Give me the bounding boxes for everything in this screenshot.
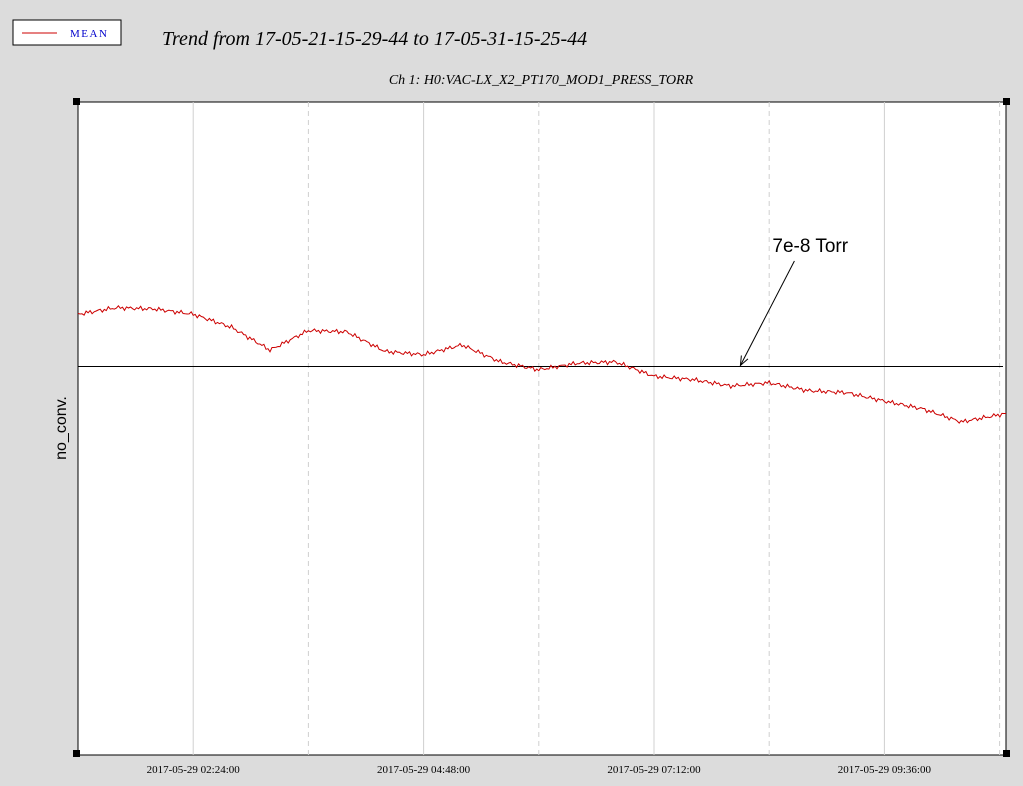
series-line-mean — [77, 305, 1006, 424]
legend-label: MEAN — [70, 28, 108, 40]
annotation-arrowhead — [739, 355, 749, 367]
chart-subtitle: Ch 1: H0:VAC-LX_X2_PT170_MOD1_PRESS_TORR — [389, 73, 694, 88]
corner-marker-bottom-left — [73, 750, 80, 757]
y-axis-label: no_conv. — [53, 396, 70, 460]
plot-area — [77, 101, 1007, 756]
x-tick-labels: 2017-05-29 02:24:00 2017-05-29 04:48:00 20… — [147, 764, 932, 776]
corner-marker-top-right — [1003, 98, 1010, 105]
x-tick-label: 2017-05-29 02:24:00 — [147, 764, 241, 776]
corner-marker-top-left — [73, 98, 80, 105]
annotation-label: 7e-8 Torr — [772, 236, 848, 257]
series-group — [77, 305, 1006, 424]
annotation-arrow — [739, 260, 795, 366]
annotation-group: 7e-8 Torr — [739, 236, 849, 367]
x-tick-label: 2017-05-29 04:48:00 — [377, 764, 471, 776]
corner-marker-bottom-right — [1003, 750, 1010, 757]
x-tick-label: 2017-05-29 09:36:00 — [838, 764, 932, 776]
grid-lines — [192, 102, 1001, 755]
chart-title: Trend from 17-05-21-15-29-44 to 17-05-31… — [162, 28, 587, 50]
x-tick-label: 2017-05-29 07:12:00 — [607, 764, 701, 776]
